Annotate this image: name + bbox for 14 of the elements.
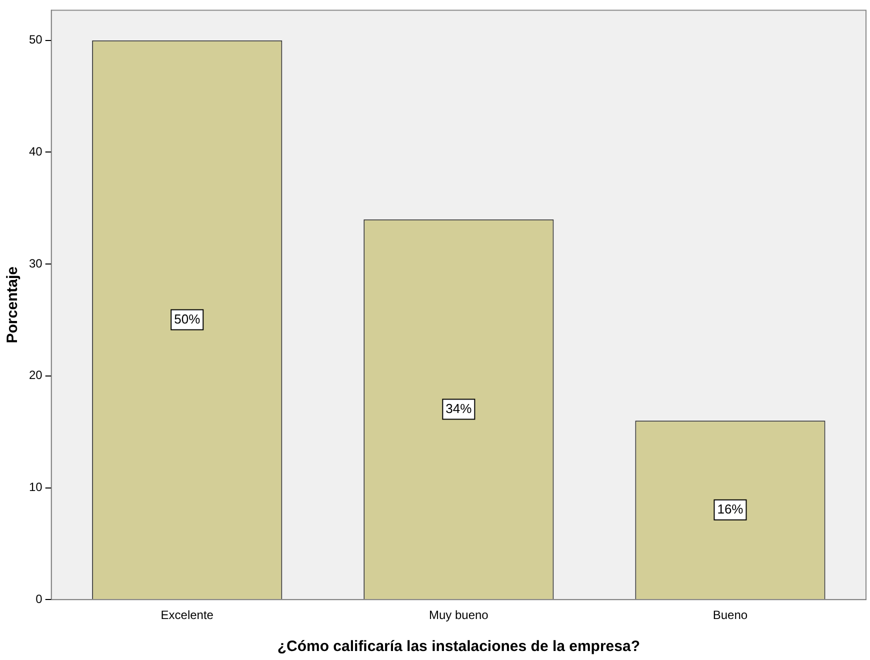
y-tick-label: 30: [28, 256, 43, 270]
y-tick-label: 20: [28, 368, 43, 382]
data-label: 34%: [446, 400, 472, 416]
x-tick-label: Excelente: [160, 608, 214, 622]
y-tick-label: 0: [36, 592, 43, 606]
x-tick-label: Muy bueno: [428, 608, 489, 622]
x-axis-title: ¿Cómo calificaría las instalaciones de la empresa?: [277, 638, 640, 656]
y-axis-title: Porcentaje: [4, 266, 22, 344]
y-tick-label: 40: [28, 144, 43, 159]
y-tick-label: 10: [28, 480, 43, 494]
x-tick-label: Bueno: [712, 608, 748, 622]
y-tick-label: 50: [28, 32, 43, 47]
data-label: 16%: [717, 501, 744, 516]
data-label: 50%: [174, 311, 201, 326]
